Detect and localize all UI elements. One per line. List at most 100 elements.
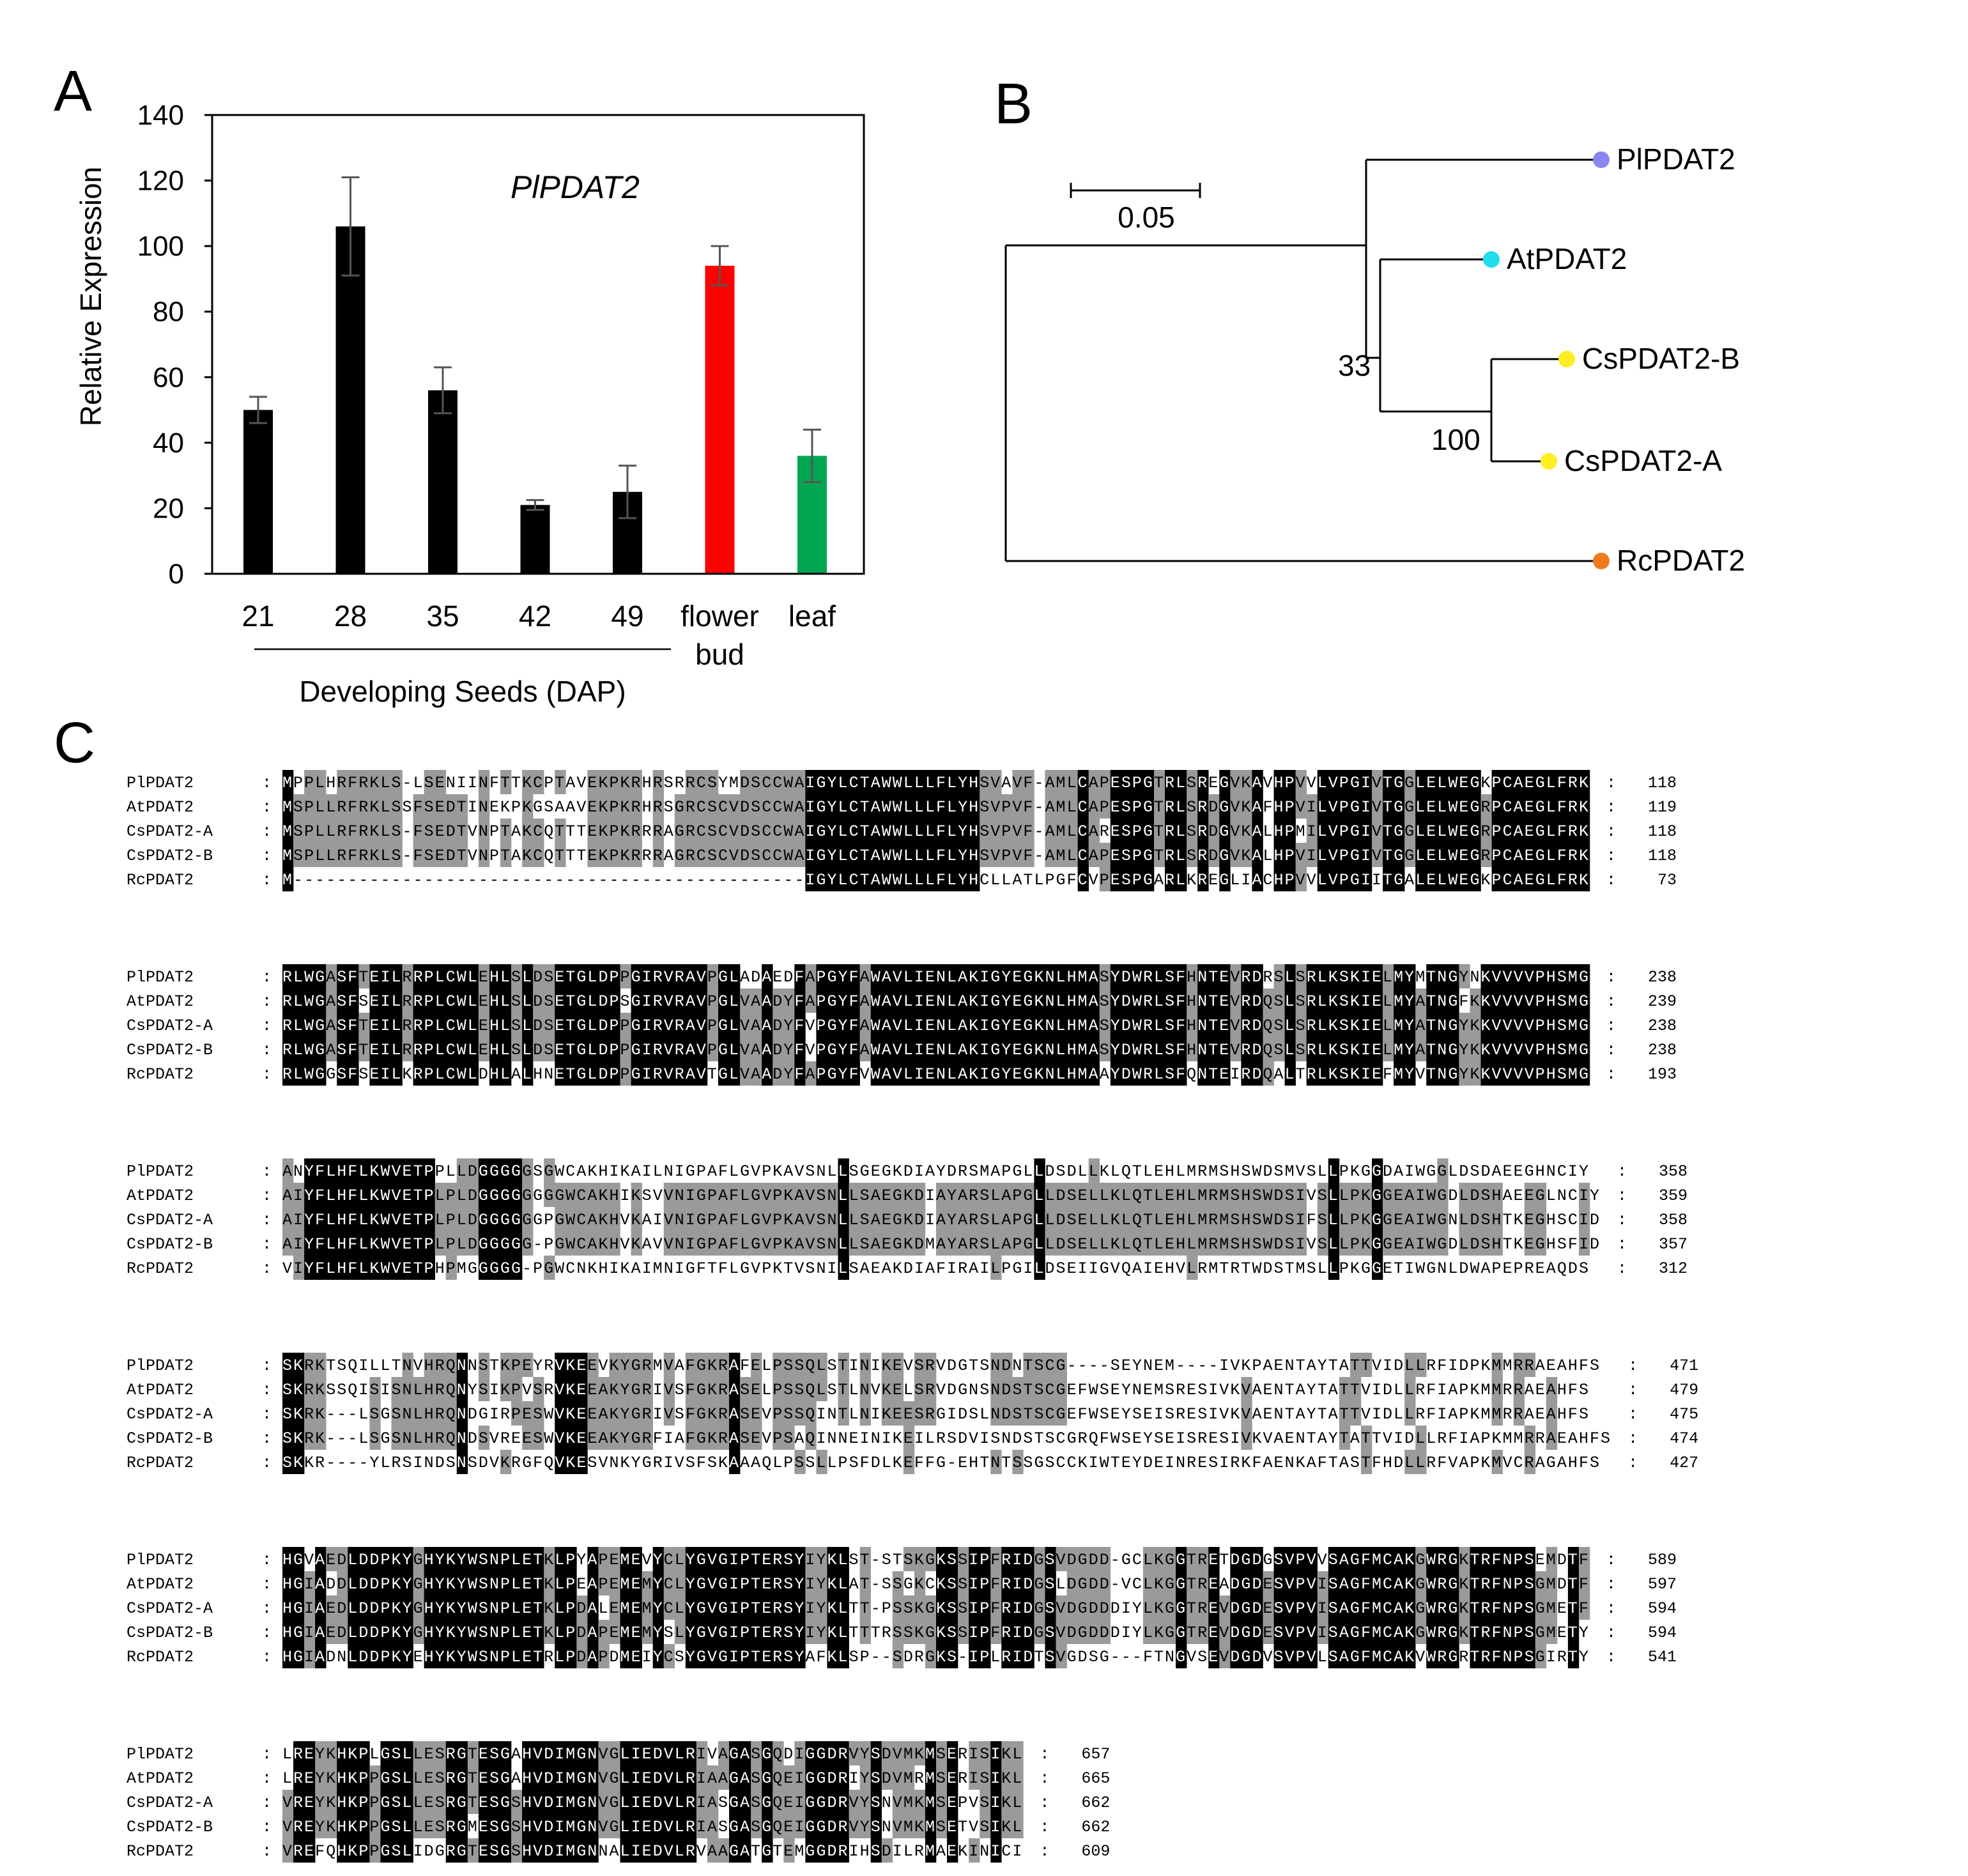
- sequence-position: 312: [1659, 1259, 1687, 1278]
- sequence-name: RcPDAT2: [127, 1259, 194, 1278]
- y-tick-label: 20: [153, 493, 184, 524]
- svg-text::: :: [1040, 1842, 1049, 1861]
- svg-text::: :: [1606, 1599, 1616, 1618]
- sequence-position: 358: [1659, 1211, 1687, 1229]
- sequence-name: CsPDAT2-A: [127, 1405, 213, 1424]
- sequence-name: AtPDAT2: [127, 1187, 194, 1205]
- sequence-position: 594: [1648, 1599, 1677, 1618]
- bootstrap-value: 100: [1431, 423, 1480, 456]
- sequence-row: LREYKHKPLGSLLESRGTESGAHVDIMGNVGLIEDVLRIV…: [282, 1745, 1022, 1764]
- sequence-position: 541: [1648, 1648, 1677, 1666]
- svg-text::: :: [1606, 871, 1616, 889]
- svg-text::: :: [262, 1454, 272, 1472]
- x-tick-label: 42: [519, 599, 551, 633]
- svg-text::: :: [262, 1745, 272, 1764]
- sequence-name: CsPDAT2-A: [127, 1794, 213, 1812]
- sequence-position: 118: [1648, 822, 1677, 841]
- error-bar: [619, 465, 636, 519]
- svg-text::: :: [262, 774, 272, 792]
- svg-text::: :: [262, 1818, 272, 1836]
- sequence-name: PlPDAT2: [127, 1551, 194, 1569]
- svg-text::: :: [1617, 1235, 1627, 1254]
- sequence-row: SKRK---LSGSNLHRQNDSVREESWVKEEAKYGRFIAFGK…: [282, 1429, 1610, 1448]
- x-tick-label: 28: [334, 599, 367, 633]
- svg-text::: :: [1606, 1551, 1616, 1569]
- x-tick-label: leaf: [788, 599, 836, 633]
- sequence-position: 193: [1648, 1065, 1677, 1084]
- sequence-position: 471: [1670, 1357, 1698, 1375]
- svg-text::: :: [262, 1211, 272, 1229]
- sequence-name: PlPDAT2: [127, 1357, 194, 1375]
- svg-text::: :: [262, 1794, 272, 1812]
- sequence-name: CsPDAT2-B: [127, 1429, 213, 1448]
- sequence-row: SKKR----YLRSINDSNSDVKRGFQVKESVNKYGRIVSFS…: [282, 1454, 1599, 1472]
- bar: [705, 265, 735, 574]
- svg-text::: :: [1628, 1381, 1638, 1399]
- bars: [243, 176, 827, 574]
- sequence-name: CsPDAT2-B: [127, 847, 213, 865]
- plot-frame: [211, 114, 865, 575]
- svg-text::: :: [1606, 1624, 1616, 1642]
- y-tick-label: 0: [169, 558, 184, 590]
- x-axis-ticks: 21 28 35 42 49 flower bud leaf: [242, 599, 836, 671]
- sequence-name: CsPDAT2-A: [127, 1017, 213, 1035]
- error-bar: [249, 396, 267, 424]
- sequence-name: CsPDAT2-B: [127, 1235, 213, 1254]
- error-bar: [526, 499, 544, 511]
- svg-text::: :: [262, 1235, 272, 1254]
- sequence-name: RcPDAT2: [127, 871, 194, 889]
- sequence-row: VIYFLHFLKWVETPHPMGGGGG-PGWCNKHIKAIMNIGFT…: [282, 1259, 1588, 1278]
- sequence-name: PlPDAT2: [127, 968, 194, 987]
- sequence-row: VREYKHKPPGSLLESRGMESGSHVDIMGNVGLIEDVLRIA…: [282, 1818, 1022, 1836]
- svg-text::: :: [262, 1162, 272, 1181]
- bar: [428, 390, 457, 574]
- y-tick-label: 80: [153, 296, 184, 328]
- svg-text::: :: [1040, 1745, 1049, 1764]
- sequence-name: CsPDAT2-B: [127, 1041, 213, 1059]
- svg-text::: :: [1040, 1818, 1049, 1836]
- svg-text::: :: [262, 798, 272, 817]
- svg-text::: :: [262, 1842, 272, 1861]
- tree-leaf: CsPDAT2-A: [1541, 444, 1722, 477]
- scale-bar-label: 0.05: [1118, 201, 1175, 234]
- sequence-row: RLWGASFTEILRRPLCWLEHLSLDSETGLDPPGIRVRAVP…: [282, 1017, 1588, 1035]
- svg-text::: :: [1606, 798, 1616, 817]
- sequence-position: 239: [1648, 992, 1677, 1011]
- error-bar: [711, 245, 729, 287]
- tree-leaf: AtPDAT2: [1483, 242, 1627, 275]
- svg-text::: :: [1606, 992, 1616, 1011]
- tree-branches: [1004, 158, 1596, 562]
- sequence-name: CsPDAT2-A: [127, 822, 213, 841]
- sequence-name: RcPDAT2: [127, 1065, 194, 1084]
- bar: [335, 226, 365, 574]
- svg-text::: :: [262, 1405, 272, 1424]
- svg-text::: :: [1606, 847, 1616, 865]
- sequence-position: 597: [1648, 1575, 1677, 1594]
- x-tick-label: 21: [242, 599, 274, 633]
- sequence-row: RLWGASFTEILRRPLCWLEHLSLDSETGLDPPGIRVRAVP…: [282, 1041, 1588, 1059]
- svg-text::: :: [262, 1357, 272, 1375]
- sequence-position: 357: [1659, 1235, 1687, 1254]
- bar: [520, 505, 550, 574]
- sequence-row: HGIADDLDDPKYGHYKYWSNPLETKLPEAPEMEMYCLYGV…: [282, 1575, 1588, 1594]
- y-tick-label: 60: [153, 362, 184, 393]
- sequence-row: VREYKHKPPGSLLESRGTESGSHVDIMGNVGLIEDVLRIA…: [282, 1794, 1022, 1812]
- tree-leaf: PlPDAT2: [1593, 142, 1735, 176]
- svg-text::: :: [262, 1648, 272, 1666]
- sequence-name: PlPDAT2: [127, 774, 194, 792]
- sequence-position: 118: [1648, 847, 1677, 865]
- svg-text::: :: [262, 1769, 272, 1788]
- sequence-position: 427: [1670, 1454, 1698, 1472]
- sequence-row: SKRKTSQILLTNVHRQNNSTKPEYRVKEEVKYGRMVAFGK…: [282, 1357, 1599, 1375]
- svg-text::: :: [1617, 1259, 1627, 1278]
- bootstrap-value: 33: [1338, 349, 1371, 382]
- sequence-name: AtPDAT2: [127, 1769, 194, 1788]
- svg-text::: :: [1617, 1162, 1627, 1181]
- x-tick-label: 49: [611, 599, 643, 633]
- sequence-row: RLWGASFSEILRRPLCWLEHLSLDSETGLDPSGIRVRAVP…: [282, 992, 1588, 1011]
- svg-text::: :: [1040, 1794, 1049, 1812]
- error-bar: [434, 366, 452, 415]
- svg-text::: :: [1606, 774, 1616, 792]
- y-tick-label: 100: [137, 231, 184, 262]
